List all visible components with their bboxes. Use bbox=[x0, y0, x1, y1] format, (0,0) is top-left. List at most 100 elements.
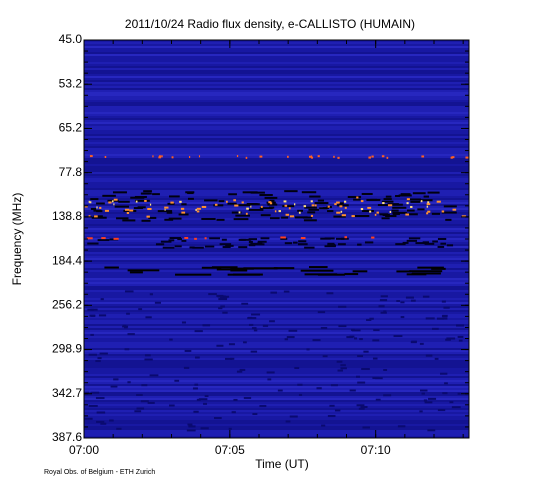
texture-row bbox=[84, 124, 469, 126]
y-tick-label: 138.8 bbox=[52, 209, 82, 223]
texture-row bbox=[84, 180, 469, 182]
texture-row bbox=[84, 212, 469, 214]
texture-speck bbox=[84, 391, 90, 394]
texture-speck bbox=[204, 199, 218, 202]
texture-row bbox=[84, 148, 469, 150]
texture-speck bbox=[162, 246, 175, 249]
texture-speck bbox=[406, 202, 409, 205]
texture-speck bbox=[336, 201, 340, 204]
texture-row bbox=[84, 202, 469, 204]
texture-speck bbox=[442, 317, 448, 320]
texture-speck bbox=[96, 420, 105, 423]
texture-speck bbox=[395, 195, 401, 198]
texture-row bbox=[84, 184, 469, 186]
texture-row bbox=[84, 290, 469, 292]
texture-speck bbox=[420, 200, 423, 203]
texture-row bbox=[84, 434, 469, 436]
texture-speck bbox=[113, 378, 119, 381]
texture-row bbox=[84, 100, 469, 102]
texture-speck bbox=[292, 241, 298, 244]
texture-row bbox=[84, 392, 469, 394]
texture-row bbox=[84, 298, 469, 300]
texture-speck bbox=[337, 369, 343, 372]
texture-row bbox=[84, 314, 469, 316]
texture-row bbox=[84, 66, 469, 68]
texture-row bbox=[84, 250, 469, 252]
texture-speck bbox=[381, 200, 394, 203]
texture-speck bbox=[169, 338, 173, 341]
texture-speck bbox=[344, 273, 359, 276]
texture-speck bbox=[96, 206, 98, 209]
texture-row bbox=[84, 416, 469, 418]
texture-speck bbox=[372, 357, 378, 360]
texture-speck bbox=[458, 339, 463, 342]
texture-speck bbox=[90, 314, 96, 317]
texture-row bbox=[84, 178, 469, 180]
texture-row bbox=[84, 134, 469, 136]
y-tick-label: 298.9 bbox=[52, 342, 82, 356]
texture-row bbox=[84, 256, 469, 258]
texture-speck bbox=[389, 210, 392, 213]
texture-speck bbox=[152, 155, 154, 158]
texture-speck bbox=[218, 307, 223, 310]
texture-speck bbox=[310, 155, 313, 158]
texture-speck bbox=[441, 211, 457, 214]
texture-speck bbox=[222, 311, 228, 314]
texture-speck bbox=[397, 425, 406, 428]
texture-row bbox=[84, 112, 469, 114]
texture-row bbox=[84, 114, 469, 116]
texture-row bbox=[84, 426, 469, 428]
texture-row bbox=[84, 120, 469, 122]
texture-speck bbox=[322, 355, 328, 358]
texture-row bbox=[84, 236, 469, 238]
texture-speck bbox=[160, 240, 172, 243]
y-tick-label: 45.0 bbox=[59, 32, 83, 46]
texture-row bbox=[84, 404, 469, 406]
texture-row bbox=[84, 288, 469, 290]
texture-row bbox=[84, 364, 469, 366]
texture-speck bbox=[96, 202, 105, 205]
texture-row bbox=[84, 146, 469, 148]
texture-speck bbox=[339, 205, 343, 208]
texture-speck bbox=[269, 202, 273, 205]
texture-speck bbox=[409, 270, 443, 273]
texture-speck bbox=[369, 210, 372, 213]
texture-speck bbox=[370, 198, 378, 201]
texture-speck bbox=[196, 207, 201, 210]
texture-speck bbox=[437, 237, 447, 240]
texture-speck bbox=[461, 215, 467, 218]
texture-row bbox=[84, 380, 469, 382]
texture-speck bbox=[192, 387, 198, 390]
texture-speck bbox=[284, 242, 293, 245]
texture-speck bbox=[445, 218, 452, 221]
texture-row bbox=[84, 300, 469, 302]
texture-speck bbox=[134, 410, 142, 413]
texture-speck bbox=[423, 195, 430, 198]
x-tick-label: 07:00 bbox=[69, 443, 99, 457]
texture-speck bbox=[424, 401, 433, 404]
texture-row bbox=[84, 92, 469, 94]
texture-speck bbox=[253, 329, 258, 332]
texture-speck bbox=[379, 213, 389, 216]
texture-speck bbox=[283, 200, 287, 203]
texture-row bbox=[84, 296, 469, 298]
texture-speck bbox=[110, 385, 118, 388]
texture-speck bbox=[380, 311, 387, 314]
texture-row bbox=[84, 258, 469, 260]
texture-speck bbox=[221, 238, 227, 241]
texture-speck bbox=[260, 205, 263, 208]
texture-speck bbox=[309, 195, 321, 198]
texture-speck bbox=[230, 267, 254, 270]
texture-speck bbox=[96, 210, 103, 213]
texture-speck bbox=[294, 216, 308, 219]
texture-speck bbox=[248, 323, 254, 326]
texture-speck bbox=[262, 324, 269, 327]
texture-speck bbox=[377, 204, 390, 207]
texture-speck bbox=[344, 200, 347, 203]
texture-speck bbox=[225, 357, 233, 360]
texture-speck bbox=[116, 217, 129, 220]
texture-row bbox=[84, 166, 469, 168]
texture-speck bbox=[451, 406, 461, 409]
texture-speck bbox=[392, 212, 400, 215]
texture-speck bbox=[194, 330, 203, 333]
